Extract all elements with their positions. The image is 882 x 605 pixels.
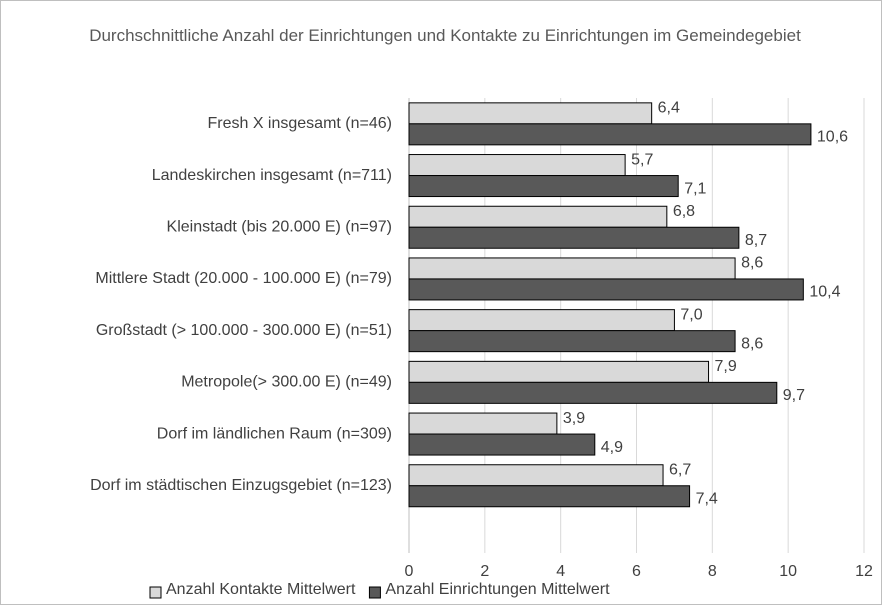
y-tick-label: Fresh X insgesamt (n=46) [207, 115, 392, 132]
y-tick-label: Metropole(> 300.00 E) (n=49) [181, 374, 392, 391]
legend-label: Anzahl Einrichtungen Mittelwert [385, 581, 610, 598]
value-label: 7,9 [715, 358, 737, 375]
x-tick-label: 10 [779, 563, 797, 580]
x-tick-label: 6 [632, 563, 641, 580]
bar [408, 309, 675, 332]
x-tick-label: 2 [480, 563, 489, 580]
bar [408, 464, 664, 487]
value-label: 8,7 [745, 232, 767, 249]
bar [408, 257, 736, 280]
bar [408, 381, 778, 404]
x-tick-label: 0 [405, 563, 414, 580]
bar [408, 123, 812, 146]
value-label: 6,4 [658, 100, 680, 117]
bar [408, 102, 653, 125]
bar [408, 433, 596, 456]
bar [408, 412, 558, 435]
y-tick-label: Großstadt (> 100.000 - 300.000 E) (n=51) [96, 322, 392, 339]
legend-swatch [368, 586, 381, 599]
bar [408, 175, 679, 198]
legend-label: Anzahl Kontakte Mittelwert [166, 581, 356, 598]
value-label: 5,7 [631, 151, 653, 168]
y-tick-label: Mittlere Stadt (20.000 - 100.000 E) (n=7… [95, 270, 392, 287]
legend-swatch [149, 586, 162, 599]
bar [408, 205, 668, 228]
y-tick-label: Landeskirchen insgesamt (n=711) [152, 167, 392, 184]
bar [408, 226, 740, 249]
x-tick-label: 4 [556, 563, 565, 580]
value-label: 7,0 [680, 306, 702, 323]
x-tick-label: 8 [708, 563, 717, 580]
value-label: 6,7 [669, 461, 691, 478]
y-tick-label: Dorf im ländlichen Raum (n=309) [157, 425, 392, 442]
x-tick-label: 12 [855, 563, 873, 580]
value-label: 10,4 [809, 284, 840, 301]
value-label: 8,6 [741, 335, 763, 352]
bar [408, 330, 736, 353]
value-label: 4,9 [601, 439, 623, 456]
value-label: 9,7 [783, 387, 805, 404]
value-label: 7,1 [684, 180, 706, 197]
value-label: 7,4 [696, 490, 718, 507]
y-tick-label: Kleinstadt (bis 20.000 E) (n=97) [167, 218, 392, 235]
bar [408, 154, 626, 177]
value-label: 8,6 [741, 255, 763, 272]
bar [408, 360, 710, 383]
bar [408, 278, 804, 301]
value-label: 3,9 [563, 410, 585, 427]
value-label: 10,6 [817, 129, 848, 146]
chart-title: Durchschnittliche Anzahl der Einrichtung… [89, 26, 801, 45]
value-label: 6,8 [673, 203, 695, 220]
y-tick-label: Dorf im städtischen Einzugsgebiet (n=123… [90, 477, 392, 494]
bar [408, 485, 691, 508]
